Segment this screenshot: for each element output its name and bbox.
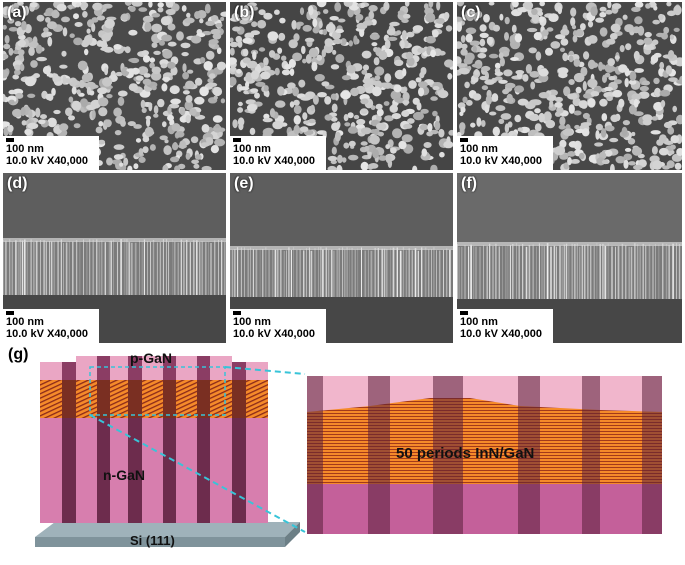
scale-bar-d: [6, 311, 14, 315]
panel-label-f: (f): [461, 175, 477, 192]
wire-p-gan: [97, 356, 110, 380]
wire-n-gan: [197, 418, 210, 523]
zoom-dark-column: [307, 376, 323, 534]
wire-p-gan: [62, 362, 76, 380]
scale-bar-a: [6, 138, 14, 142]
wire-p-gan: [76, 356, 97, 380]
wire-n-gan: [210, 418, 232, 523]
wire-mqw: [110, 380, 128, 418]
scale-box-e: 100 nm 10.0 kV X40,000: [230, 309, 326, 343]
zoom-dark-columns: [307, 376, 662, 534]
scale-box-a: 100 nm 10.0 kV X40,000: [3, 136, 99, 170]
mqw-label: 50 periods InN/GaN: [396, 445, 534, 462]
scale-text-a: 100 nm: [6, 143, 44, 155]
scale-box-f: 100 nm 10.0 kV X40,000: [457, 309, 553, 343]
sem-panel-c: (c) 100 nm 10.0 kV X40,000: [457, 2, 682, 170]
zoom-mqw: [307, 398, 662, 488]
sem-image-b: [230, 2, 453, 170]
sem-image-c: [457, 2, 682, 170]
wire-n-gan: [76, 418, 97, 523]
conditions-text-c: 10.0 kV X40,000: [460, 155, 542, 167]
panel-label-b: (b): [234, 4, 255, 21]
substrate-front: [35, 537, 285, 547]
zoom-line-bottom: [89, 414, 306, 533]
scale-box-c: 100 nm 10.0 kV X40,000: [457, 136, 553, 170]
panel-label-e: (e): [234, 175, 254, 192]
wire-mqw: [210, 380, 232, 418]
zoom-dark-column: [433, 376, 463, 534]
wire-p-gan: [128, 356, 142, 380]
sem-panel-d: (d) 100 nm 10.0 kV X40,000: [3, 173, 226, 343]
scale-box-d: 100 nm 10.0 kV X40,000: [3, 309, 99, 343]
panel-label-c: (c): [461, 4, 481, 21]
sem-panel-b: (b) 100 nm 10.0 kV X40,000: [230, 2, 453, 170]
scale-bar-b: [233, 138, 241, 142]
scale-text-e: 100 nm: [233, 316, 271, 328]
zoom-dark-column: [368, 376, 390, 534]
conditions-text-b: 10.0 kV X40,000: [233, 155, 315, 167]
panel-label-d: (d): [7, 175, 28, 192]
wire-p-gan: [163, 356, 176, 380]
scale-text-f: 100 nm: [460, 316, 498, 328]
zoom-line-top: [224, 366, 306, 375]
wire-mqw: [40, 380, 62, 418]
conditions-text-e: 10.0 kV X40,000: [233, 328, 315, 340]
wire-mqw: [128, 380, 142, 418]
scale-bar-f: [460, 311, 468, 315]
wire-p-gan: [110, 356, 128, 380]
wire-p-gan: [197, 356, 210, 380]
sem-panel-f: (f) 100 nm 10.0 kV X40,000: [457, 173, 682, 343]
wire-n-gan: [97, 418, 110, 523]
wire-mqw: [246, 380, 268, 418]
scale-bar-c: [460, 138, 468, 142]
wire-mqw: [197, 380, 210, 418]
wire-p-gan: [176, 356, 197, 380]
zoom-dark-column: [642, 376, 662, 534]
n-gan-label: n-GaN: [103, 467, 145, 483]
nanowire-schematic: Si (111) p-GaN n-GaN 50 periods InN/GaN: [35, 350, 662, 548]
wire-mqw: [163, 380, 176, 418]
substrate-top: [35, 522, 300, 537]
wire-mqw: [97, 380, 110, 418]
magnified-view: 50 periods InN/GaN: [307, 376, 662, 534]
sem-panel-e: (e) 100 nm 10.0 kV X40,000: [230, 173, 453, 343]
panel-label-a: (a): [7, 4, 27, 21]
wire-mqw: [76, 380, 97, 418]
zoom-n-gan: [307, 484, 662, 534]
scale-bar-e: [233, 311, 241, 315]
wire-mqw: [232, 380, 246, 418]
wire-n-gan: [163, 418, 176, 523]
wire-p-gan: [210, 356, 232, 380]
wire-mqw: [142, 380, 163, 418]
scale-text-c: 100 nm: [460, 143, 498, 155]
wire-p-gan: [246, 362, 268, 380]
zoom-dark-column: [518, 376, 540, 534]
zoom-dark-column: [582, 376, 600, 534]
wire-p-gan: [142, 356, 163, 380]
wire-mqw: [62, 380, 76, 418]
sem-image-f: [457, 242, 682, 343]
conditions-text-f: 10.0 kV X40,000: [460, 328, 542, 340]
substrate-label: Si (111): [130, 533, 175, 548]
panel-label-g: (g): [8, 346, 29, 363]
scale-text-b: 100 nm: [233, 143, 271, 155]
scale-box-b: 100 nm 10.0 kV X40,000: [230, 136, 326, 170]
wire-p-gan: [40, 362, 62, 380]
p-gan-label: p-GaN: [130, 350, 172, 366]
wire-n-gan: [40, 418, 62, 523]
wire-n-gan: [128, 418, 142, 523]
sem-panel-a: (a) 100 nm 10.0 kV X40,000: [3, 2, 226, 170]
conditions-text-d: 10.0 kV X40,000: [6, 328, 88, 340]
wire-n-gan: [176, 418, 197, 523]
wire-n-gan: [142, 418, 163, 523]
nanowire-array: [40, 356, 268, 523]
conditions-text-a: 10.0 kV X40,000: [6, 155, 88, 167]
wire-n-gan: [110, 418, 128, 523]
scale-text-d: 100 nm: [6, 316, 44, 328]
wire-mqw: [176, 380, 197, 418]
wire-n-gan: [246, 418, 268, 523]
wire-p-gan: [232, 362, 246, 380]
wire-n-gan: [62, 418, 76, 523]
wire-n-gan: [232, 418, 246, 523]
